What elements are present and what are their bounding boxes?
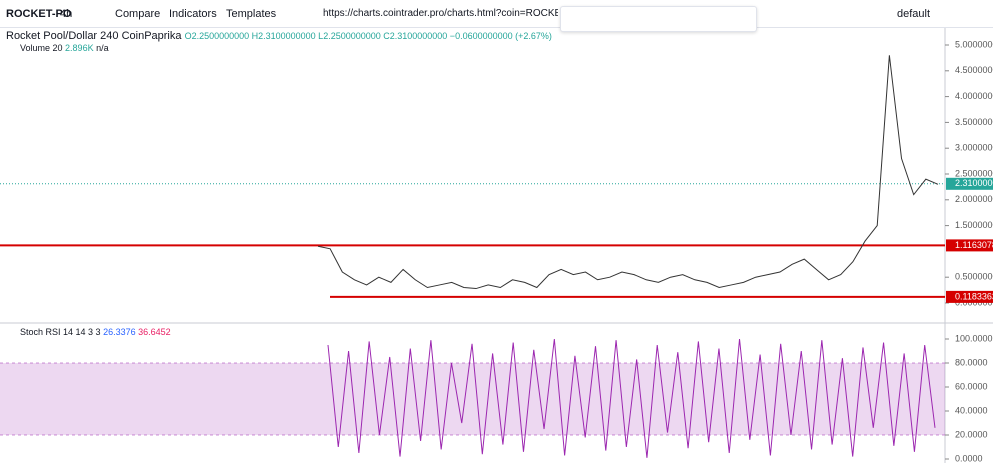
source: CoinPaprika bbox=[121, 30, 182, 42]
current-price-badge bbox=[946, 177, 993, 190]
url[interactable]: https://charts.cointrader.pro/charts.htm… bbox=[323, 8, 558, 19]
rsi-tick-label: 60.0000 bbox=[955, 381, 988, 391]
rsi-tick-label: 80.0000 bbox=[955, 357, 988, 367]
price-tick-label: 5.0000000000 bbox=[955, 39, 993, 49]
rsi-tick-label: 40.0000 bbox=[955, 405, 988, 415]
volume-label: Volume 20 bbox=[20, 43, 63, 53]
interval[interactable]: 4h bbox=[60, 8, 73, 20]
chart: 5.0000000000 4.5000000000 4.0000000000 3.50… bbox=[0, 28, 993, 463]
price-tick-label: 2.5000000000 bbox=[955, 168, 993, 178]
symbol[interactable]: ROCKET-PO bbox=[6, 8, 72, 20]
price-tick-label: 2.0000000000 bbox=[955, 194, 993, 204]
top-toolbar: ROCKET-PO 4h Compare Indicators Template… bbox=[0, 0, 993, 28]
rsi-d: 36.6452 bbox=[138, 327, 171, 337]
level-badge bbox=[946, 239, 993, 252]
price-tick-label: 1.5000000000 bbox=[955, 220, 993, 230]
volume-na: n/a bbox=[96, 43, 109, 53]
level-label: 1.1163078500 bbox=[955, 240, 993, 250]
level-badge bbox=[946, 290, 993, 303]
legend: Rocket Pool/Dollar 240 CoinPaprika O2.25… bbox=[6, 30, 552, 42]
price-tick-label: 3.0000000000 bbox=[955, 143, 993, 153]
volume-legend: Volume 20 2.896K n/a bbox=[20, 43, 109, 53]
indicators-button[interactable]: Indicators bbox=[169, 8, 217, 20]
price-tick-label: 4.5000000000 bbox=[955, 65, 993, 75]
rsi-tick-label: 0.0000 bbox=[955, 453, 983, 463]
drawing-toolbar bbox=[560, 6, 757, 32]
rsi-k: 26.3376 bbox=[103, 327, 136, 337]
volume-value: 2.896K bbox=[65, 43, 94, 53]
pair: Rocket Pool/Dollar bbox=[6, 30, 98, 42]
rsi-tick-label: 100.0000 bbox=[955, 333, 993, 343]
price-line bbox=[317, 55, 939, 290]
rsi-title: Stoch RSI 14 14 3 3 bbox=[20, 327, 101, 337]
rsi-line bbox=[327, 338, 936, 458]
price-tick-label: 0.5000000000 bbox=[955, 272, 993, 282]
rsi-legend: Stoch RSI 14 14 3 3 26.3376 36.6452 bbox=[20, 327, 171, 337]
layout-button[interactable]: default bbox=[897, 8, 931, 20]
rsi-tick-label: 20.0000 bbox=[955, 429, 988, 439]
current-price-label: 2.3100000000 bbox=[955, 178, 993, 188]
templates-button[interactable]: Templates bbox=[226, 8, 277, 20]
compare-button[interactable]: Compare bbox=[115, 8, 161, 20]
resolution: 240 bbox=[100, 30, 119, 42]
price-tick-label: 3.5000000000 bbox=[955, 117, 993, 127]
rsi-band bbox=[0, 363, 945, 435]
ohlc: O2.2500000000 H2.3100000000 L2.250000000… bbox=[184, 31, 552, 41]
level-label: 0.1183363300 bbox=[955, 291, 993, 301]
price-tick-label: 4.0000000000 bbox=[955, 91, 993, 101]
